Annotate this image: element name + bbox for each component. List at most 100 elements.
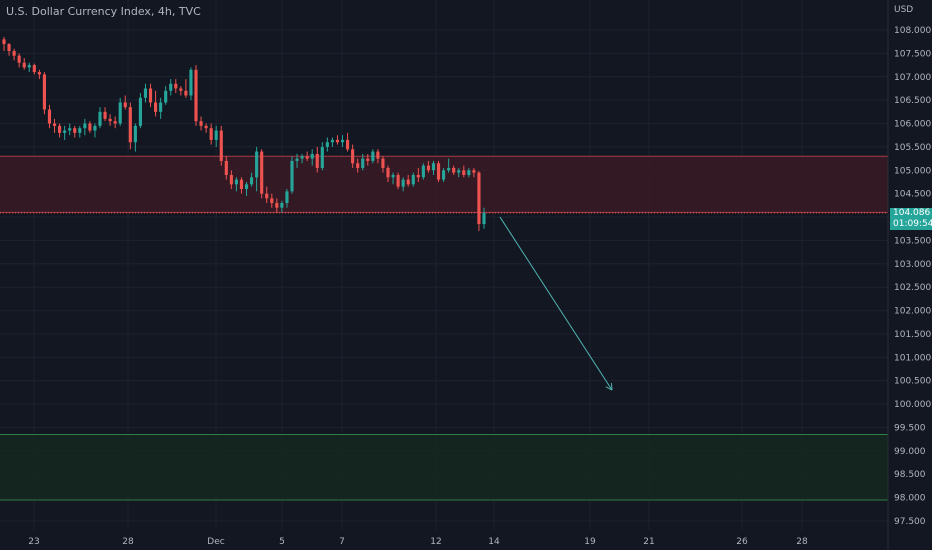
price-tick-label: 100.000 (894, 400, 931, 410)
up-candle (214, 130, 218, 140)
up-candle (442, 170, 446, 180)
down-candle (209, 128, 213, 140)
arrow-head (610, 383, 613, 391)
time-tick-label: 19 (584, 537, 596, 547)
up-candle (133, 125, 137, 143)
price-tick-label: 105.000 (894, 166, 931, 176)
price-tick-label: 98.500 (894, 470, 926, 480)
up-candle (27, 65, 31, 68)
time-tick-label: 12 (430, 537, 441, 547)
down-candle (52, 123, 57, 126)
down-candle (179, 88, 183, 91)
last-price-value: 104.086 (893, 207, 931, 218)
down-candle (346, 139, 350, 150)
last-price-tag: 104.086 01:09:54 (890, 207, 932, 230)
up-candle (68, 128, 72, 131)
down-candle (229, 174, 233, 185)
arrow-shaft (499, 216, 613, 391)
up-candle (159, 102, 163, 112)
price-tick-label: 107.000 (894, 73, 931, 83)
up-candle (457, 170, 461, 173)
up-candle (295, 158, 299, 161)
down-candle (108, 118, 112, 122)
resistance-zone (0, 156, 888, 213)
down-candle (265, 193, 269, 199)
up-candle (340, 139, 345, 143)
up-candle (371, 151, 375, 161)
price-tick-label: 98.000 (894, 494, 926, 504)
up-candle (325, 142, 329, 147)
down-candle (73, 128, 77, 133)
up-candle (401, 179, 405, 187)
up-candle (234, 179, 238, 185)
up-candle (189, 69, 193, 96)
up-candle (138, 97, 142, 126)
arrow-head (605, 386, 613, 391)
down-candle (381, 158, 385, 168)
down-candle (351, 149, 355, 164)
down-candle (113, 121, 117, 124)
up-candle (93, 125, 97, 131)
up-candle (431, 163, 436, 171)
up-candle (98, 111, 102, 126)
up-candle (255, 151, 259, 178)
down-candle (462, 170, 466, 175)
up-candle (290, 160, 294, 192)
up-candle (164, 90, 168, 103)
currency-label: USD (894, 5, 913, 15)
up-candle (411, 174, 415, 185)
price-tick-label: 102.500 (894, 283, 931, 293)
down-candle (315, 153, 319, 168)
down-candle (452, 167, 456, 173)
down-candle (7, 44, 11, 52)
down-candle (148, 88, 153, 103)
down-candle (47, 109, 52, 124)
down-candle (128, 107, 132, 143)
down-candle (386, 167, 390, 178)
down-candle (12, 51, 16, 56)
down-candle (260, 151, 264, 194)
up-candle (285, 191, 289, 204)
down-candle (2, 39, 6, 45)
down-candle (184, 90, 188, 96)
down-candle (472, 170, 476, 173)
down-candle (174, 83, 178, 89)
down-candle (58, 125, 62, 133)
up-candle (300, 156, 304, 159)
down-candle (356, 163, 360, 168)
down-candle (17, 55, 21, 63)
time-tick-label: 26 (736, 537, 748, 547)
up-candle (447, 167, 451, 171)
price-tick-label: 99.500 (894, 423, 926, 433)
up-candle (467, 170, 471, 175)
down-candle (406, 179, 410, 185)
down-candle (42, 74, 46, 110)
down-candle (32, 65, 36, 73)
time-tick-label: 7 (339, 537, 345, 547)
down-candle (305, 156, 309, 159)
time-axis[interactable]: 23 28 Dec 5 7 12 14 19 21 26 28 (28, 537, 808, 547)
time-tick-label: 28 (122, 537, 134, 547)
candlestick-series (2, 37, 486, 232)
down-candle (416, 174, 420, 178)
price-tick-label: 106.500 (894, 96, 931, 106)
support-zone (0, 434, 888, 500)
time-tick-label: Dec (207, 537, 224, 547)
down-candle (426, 165, 430, 171)
price-axis[interactable]: 108.000 107.500 107.000 106.500 106.000 105.5… (894, 5, 931, 527)
down-candle (204, 125, 208, 129)
up-candle (361, 158, 365, 168)
down-candle (436, 163, 441, 180)
time-tick-label: 5 (279, 537, 285, 547)
down-candle (270, 198, 274, 204)
price-tick-label: 101.500 (894, 330, 931, 340)
up-candle (280, 203, 284, 208)
up-candle (169, 83, 173, 91)
up-candle (482, 212, 486, 225)
projection-arrow[interactable] (499, 216, 613, 391)
up-candle (143, 88, 148, 98)
price-tick-label: 107.500 (894, 49, 931, 59)
up-candle (78, 128, 82, 133)
up-candle (250, 177, 254, 185)
